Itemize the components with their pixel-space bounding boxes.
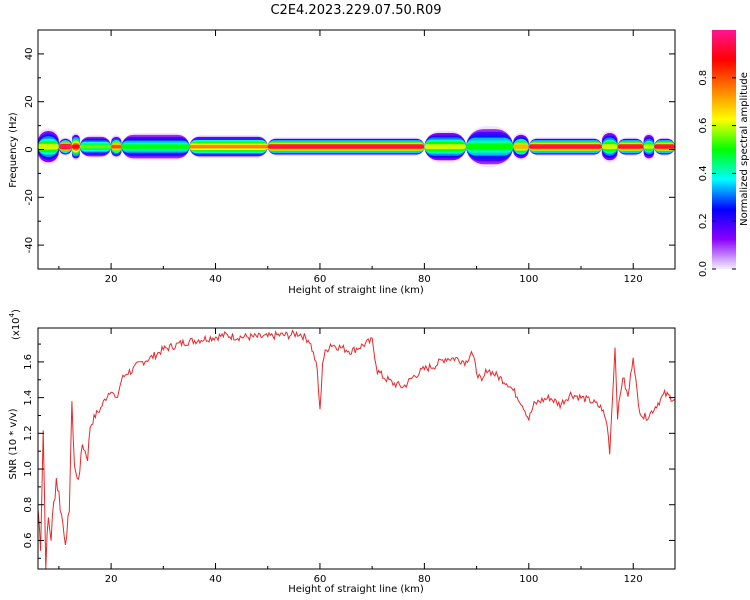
colorbar-scale bbox=[712, 30, 736, 269]
spectrogram-panel: 20 40 60 80 100 120 -40 -20 0 20 40 Height of str… bbox=[8, 29, 676, 296]
snr-x-tick-label: 20 bbox=[105, 574, 118, 585]
spectrogram-band-layer bbox=[513, 144, 529, 149]
spectrogram-y-axis-label: Frequency (Hz) bbox=[8, 112, 19, 188]
snr-x-tick-label: 60 bbox=[314, 574, 327, 585]
snr-scale-prefix: (x10 bbox=[11, 317, 22, 340]
spectrogram-x-tick-label: 80 bbox=[418, 274, 431, 285]
snr-y-ticks: 0.6 0.8 1.0 1.2 1.4 1.6 bbox=[23, 343, 675, 559]
snr-y-tick-label: 0.8 bbox=[23, 497, 34, 513]
colorbar-tick-label: 0.2 bbox=[698, 213, 709, 229]
spectrogram-band-layer bbox=[601, 144, 618, 150]
colorbar: 0.0 0.2 0.4 0.6 0.8 Normalized spectral ampl… bbox=[698, 30, 750, 277]
colorbar-label: Normalized spectral amplitude bbox=[739, 72, 750, 226]
colorbar-tick-label: 0.4 bbox=[698, 165, 709, 181]
figure-title: C2E4.2023.229.07.50.R09 bbox=[270, 3, 441, 18]
colorbar-tick-label: 0.6 bbox=[698, 118, 709, 134]
snr-y-tick-label: 1.4 bbox=[23, 390, 34, 406]
snr-x-tick-label: 80 bbox=[418, 574, 431, 585]
colorbar-ticks: 0.0 0.2 0.4 0.6 0.8 bbox=[698, 70, 736, 277]
spectrogram-y-tick-label: 0 bbox=[24, 146, 35, 152]
snr-y-tick-label: 1.0 bbox=[23, 461, 34, 477]
snr-x-tick-label: 120 bbox=[624, 574, 643, 585]
snr-y-tick-label: 1.6 bbox=[23, 354, 34, 370]
snr-x-tick-label: 40 bbox=[209, 574, 222, 585]
spectrogram-band-layer bbox=[111, 144, 122, 149]
spectrogram-x-tick-label: 20 bbox=[105, 274, 118, 285]
spectrogram-band-layer bbox=[654, 145, 675, 149]
spectrogram-y-tick-label: -40 bbox=[24, 237, 35, 253]
spectrogram-x-tick-label: 100 bbox=[519, 274, 538, 285]
spectrogram-band-layer bbox=[528, 145, 602, 149]
spectrogram-band-layer bbox=[466, 143, 514, 150]
snr-panel: 20 40 60 80 100 120 0.6 0.8 1.0 1.2 1.4 1.6 Height… bbox=[8, 309, 676, 595]
spectrogram-x-tick-label: 120 bbox=[624, 274, 643, 285]
spectrogram-band-layer bbox=[267, 145, 425, 149]
snr-y-tick-label: 0.6 bbox=[23, 532, 34, 548]
spectrogram-band-layer bbox=[71, 144, 80, 149]
snr-scale-close: ) bbox=[11, 309, 22, 313]
spectrogram-band-layer bbox=[58, 145, 72, 149]
spectrogram-y-tick-label: -20 bbox=[24, 189, 35, 205]
spectrogram-y-tick-label: 40 bbox=[24, 48, 35, 61]
spectrogram-y-tick-label: 20 bbox=[24, 95, 35, 108]
spectrogram-band-layer bbox=[617, 145, 644, 149]
spectrogram-band-layer bbox=[121, 144, 190, 149]
spectrogram-band-layer bbox=[38, 143, 59, 150]
colorbar-tick-label: 0.8 bbox=[698, 70, 709, 86]
spectrogram-x-axis-label: Height of straight line (km) bbox=[288, 285, 424, 296]
spectrogram-x-tick-label: 40 bbox=[209, 274, 222, 285]
spectrogram-band bbox=[38, 126, 675, 168]
spectrogram-band-layer bbox=[79, 144, 112, 149]
colorbar-tick-label: 0.0 bbox=[698, 261, 709, 277]
spectrogram-x-ticks: 20 40 60 80 100 120 bbox=[58, 30, 643, 285]
snr-x-axis-label: Height of straight line (km) bbox=[288, 584, 424, 595]
snr-x-tick-label: 100 bbox=[519, 574, 538, 585]
svg-text:(x104): (x104) bbox=[8, 309, 22, 340]
snr-y-tick-label: 1.2 bbox=[23, 425, 34, 441]
snr-scale-note: (x104) bbox=[8, 309, 22, 340]
spectrogram-y-ticks: -40 -20 0 20 40 bbox=[24, 29, 675, 270]
spectrogram-band-layer bbox=[643, 144, 655, 149]
snr-scale-exponent: 4 bbox=[8, 312, 16, 317]
snr-plot-area bbox=[38, 328, 675, 569]
snr-y-axis-label: SNR (10 * v/v) bbox=[8, 408, 19, 479]
spectrogram-x-tick-label: 60 bbox=[314, 274, 327, 285]
snr-x-ticks: 20 40 60 80 100 120 bbox=[58, 328, 643, 585]
snr-series-line bbox=[38, 329, 675, 569]
snr-frame bbox=[37, 327, 676, 570]
spectrogram-band-layer bbox=[189, 144, 268, 149]
spectrogram-band-layer bbox=[424, 144, 467, 150]
